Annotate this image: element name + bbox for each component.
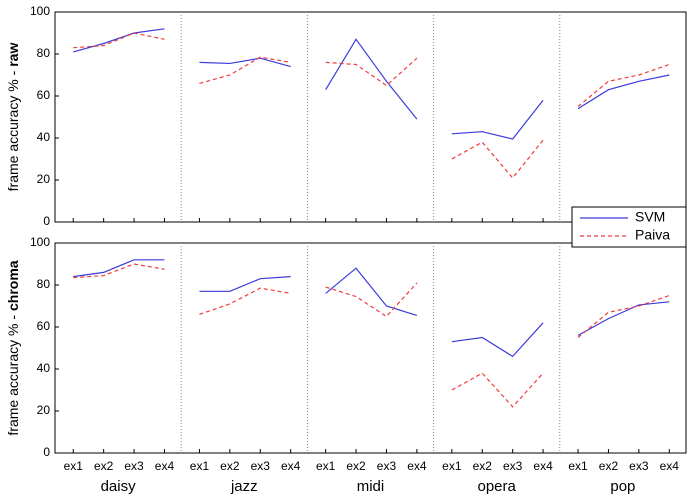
y-tick-label: 80 [37, 46, 51, 60]
y-axis-label: frame accuracy % - raw [5, 43, 21, 192]
y-axis-label: frame accuracy % - chroma [5, 260, 21, 435]
group-label: daisy [101, 478, 137, 495]
x-tick-label: ex3 [629, 459, 649, 473]
y-tick-label: 0 [43, 214, 50, 228]
series-line [73, 32, 165, 49]
y-tick-label: 0 [43, 445, 50, 459]
x-tick-label: ex3 [124, 459, 144, 473]
series-line [577, 301, 670, 336]
y-tick-label: 40 [37, 361, 51, 375]
series-line [451, 372, 544, 408]
legend-label: Paiva [635, 227, 670, 243]
y-tick-label: 20 [37, 172, 51, 186]
y-axis-label-emphasis: chroma [5, 260, 21, 311]
series-line [199, 57, 291, 68]
x-tick-label: ex4 [660, 459, 680, 473]
plot-frame [54, 242, 687, 454]
x-tick-label: ex1 [190, 459, 210, 473]
series-line [451, 99, 544, 140]
x-tick-label: ex4 [407, 459, 427, 473]
x-tick-label: ex1 [64, 459, 84, 473]
y-axis-label-text: frame accuracy % - [5, 70, 21, 191]
series-line [577, 294, 670, 338]
series-line [73, 259, 165, 278]
x-tick-label: ex2 [220, 459, 240, 473]
series-line [199, 56, 291, 84]
y-tick-label: 40 [37, 130, 51, 144]
x-tick-label: ex4 [281, 459, 301, 473]
legend-label: SVM [635, 209, 665, 225]
series-line [325, 38, 418, 120]
y-axis-label-text: frame accuracy % - [5, 315, 21, 436]
x-tick-label: ex1 [568, 459, 588, 473]
group-label: midi [357, 478, 385, 495]
x-tick-label: ex3 [251, 459, 271, 473]
plot-frame [54, 11, 687, 223]
x-tick-label: ex3 [503, 459, 523, 473]
series-line [325, 282, 418, 318]
series-line [451, 322, 544, 358]
group-label: opera [478, 478, 517, 495]
series-line [577, 63, 670, 107]
series-line [73, 28, 165, 53]
series-line [325, 57, 418, 87]
y-tick-label: 100 [30, 235, 50, 249]
y-tick-label: 100 [30, 4, 50, 18]
legend-box [571, 206, 687, 248]
series-line [577, 74, 670, 110]
y-tick-label: 20 [37, 403, 51, 417]
series-line [325, 267, 418, 317]
series-line [199, 287, 291, 315]
x-tick-label: ex2 [346, 459, 366, 473]
y-tick-label: 60 [37, 319, 51, 333]
x-tick-label: ex1 [316, 459, 336, 473]
series-line [451, 139, 544, 179]
series-line [199, 276, 291, 292]
group-label: jazz [230, 478, 258, 495]
x-tick-label: ex3 [377, 459, 397, 473]
x-tick-label: ex2 [94, 459, 114, 473]
group-label: pop [610, 478, 635, 495]
series-line [73, 263, 165, 279]
x-tick-label: ex2 [473, 459, 493, 473]
x-tick-label: ex4 [533, 459, 553, 473]
x-tick-label: ex2 [599, 459, 619, 473]
y-tick-label: 80 [37, 277, 51, 291]
x-tick-label: ex4 [155, 459, 175, 473]
x-tick-label: ex1 [442, 459, 462, 473]
y-tick-label: 60 [37, 88, 51, 102]
y-axis-label-emphasis: raw [5, 43, 21, 67]
